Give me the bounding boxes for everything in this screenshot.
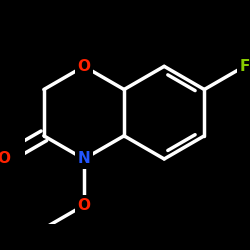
Text: O: O bbox=[78, 59, 90, 74]
Text: O: O bbox=[0, 152, 10, 166]
Text: O: O bbox=[78, 198, 90, 213]
Text: F: F bbox=[239, 59, 250, 74]
Text: N: N bbox=[78, 152, 90, 166]
